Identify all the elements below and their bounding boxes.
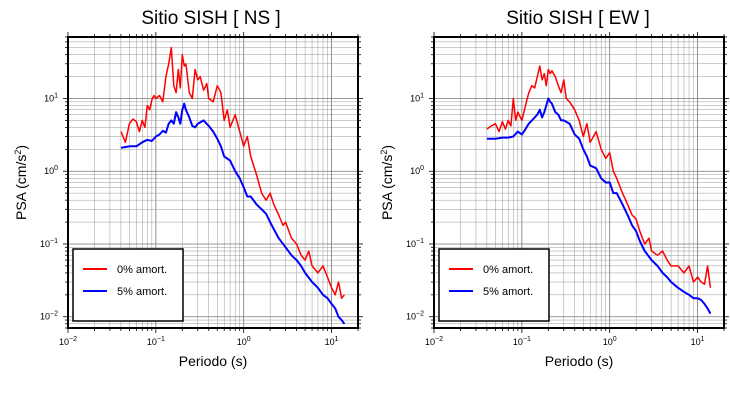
legend-label: 5% amort.	[117, 286, 167, 298]
x-tick-label: 10−2	[425, 336, 443, 347]
y-tick-label: 10−2	[406, 311, 424, 322]
y-tick-label: 100	[410, 165, 424, 176]
tick-marks	[63, 32, 363, 333]
y-tick-label: 101	[410, 92, 424, 103]
tick-marks	[429, 32, 729, 333]
legend-box	[72, 248, 184, 322]
series-line-5-amort	[120, 102, 346, 325]
x-tick-label: 101	[325, 336, 339, 347]
series-group	[486, 65, 712, 315]
series-group	[120, 46, 346, 325]
x-tick-label: 10−2	[59, 336, 77, 347]
y-axis-label: PSA (cm/s2)	[13, 145, 29, 220]
legend-label: 0% amort.	[483, 264, 533, 276]
legend-label: 0% amort.	[117, 264, 167, 276]
y-tick-label: 10−2	[40, 311, 58, 322]
y-tick-label: 10−1	[406, 238, 424, 249]
y-tick-label: 101	[44, 92, 58, 103]
legend-label: 5% amort.	[483, 286, 533, 298]
x-tick-label: 100	[237, 336, 251, 347]
series-line-0-amort	[120, 46, 345, 299]
x-tick-label: 10−1	[513, 336, 531, 347]
series-line-5-amort	[486, 97, 712, 315]
chart-title: Sitio SISH [ NS ]	[141, 8, 280, 29]
chart-ew: Sitio SISH [ EW ] 10−2 10−1 100 101 10−2 10−1 1…	[379, 8, 729, 369]
legend: 0% amort. 5% amort.	[438, 248, 550, 322]
x-axis-label: Periodo (s)	[179, 353, 247, 369]
x-axis-label: Periodo (s)	[545, 353, 613, 369]
chart-ns: Sitio SISH [ NS ] 10−2 10−1 100 101 10−2 10−1 1…	[13, 8, 363, 369]
x-tick-label: 101	[691, 336, 705, 347]
y-axis-label: PSA (cm/s2)	[379, 145, 395, 220]
x-tick-label: 100	[603, 336, 617, 347]
chart-title: Sitio SISH [ EW ]	[506, 8, 650, 29]
x-tick-label: 10−1	[147, 336, 165, 347]
y-tick-label: 10−1	[40, 238, 58, 249]
y-tick-label: 100	[44, 165, 58, 176]
series-line-0-amort	[486, 65, 712, 288]
legend-box	[438, 248, 550, 322]
legend: 0% amort. 5% amort.	[72, 248, 184, 322]
